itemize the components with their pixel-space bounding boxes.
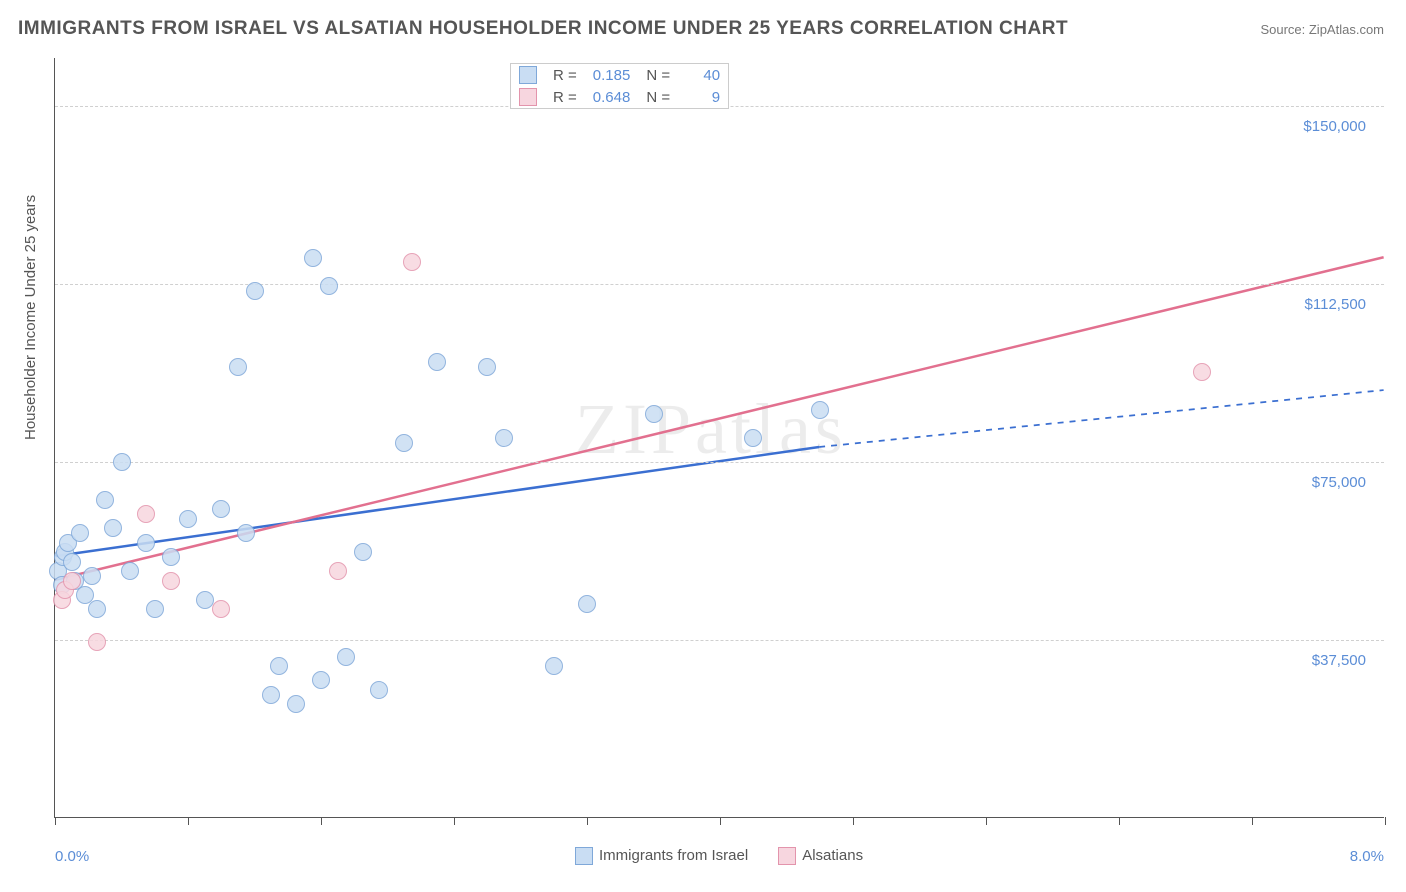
scatter-point-israel (246, 282, 264, 300)
legend-n-label: N = (638, 64, 678, 86)
scatter-point-israel (196, 591, 214, 609)
scatter-point-israel (312, 671, 330, 689)
regression-lines-layer (55, 58, 1384, 817)
scatter-point-israel (645, 405, 663, 423)
scatter-point-israel (395, 434, 413, 452)
legend-r-label: R = (545, 64, 585, 86)
legend-label-alsatians: Alsatians (802, 847, 863, 864)
legend-swatch-israel (519, 66, 537, 84)
scatter-point-israel (495, 429, 513, 447)
y-axis-label: Householder Income Under 25 years (22, 195, 39, 440)
scatter-point-israel (304, 249, 322, 267)
scatter-point-alsatians (329, 562, 347, 580)
scatter-point-israel (96, 491, 114, 509)
scatter-point-israel (88, 600, 106, 618)
x-tick (1385, 817, 1386, 825)
legend-item-israel: Immigrants from Israel (575, 847, 748, 865)
x-tick (321, 817, 322, 825)
y-tick-label: $150,000 (1303, 118, 1366, 135)
scatter-point-alsatians (162, 572, 180, 590)
legend-swatch-israel-icon (575, 847, 593, 865)
plot-area: ZIPatlas $37,500 $75,000 $112,500 $150,000 0… (54, 58, 1384, 818)
x-tick (1119, 817, 1120, 825)
scatter-point-alsatians (1193, 363, 1211, 381)
y-tick-label: $112,500 (1305, 296, 1366, 313)
x-tick (720, 817, 721, 825)
gridline (55, 640, 1384, 641)
legend-item-alsatians: Alsatians (778, 847, 863, 865)
scatter-point-israel (370, 681, 388, 699)
scatter-point-israel (320, 277, 338, 295)
scatter-point-israel (545, 657, 563, 675)
regression-extrapolation-israel (819, 390, 1384, 447)
legend-swatch-alsatians-icon (778, 847, 796, 865)
scatter-point-israel (287, 695, 305, 713)
legend-r-label: R = (545, 86, 585, 108)
scatter-point-israel (113, 453, 131, 471)
x-tick (55, 817, 56, 825)
scatter-point-israel (83, 567, 101, 585)
scatter-point-israel (337, 648, 355, 666)
scatter-point-israel (179, 510, 197, 528)
scatter-point-israel (137, 534, 155, 552)
scatter-point-israel (212, 500, 230, 518)
source-attribution: Source: ZipAtlas.com (1260, 22, 1384, 37)
chart-container: IMMIGRANTS FROM ISRAEL VS ALSATIAN HOUSE… (0, 0, 1406, 892)
scatter-point-alsatians (212, 600, 230, 618)
x-tick (986, 817, 987, 825)
legend-r-value-israel: 0.185 (585, 64, 639, 86)
watermark: ZIPatlas (575, 388, 847, 471)
x-tick (853, 817, 854, 825)
scatter-point-israel (270, 657, 288, 675)
x-axis-max-label: 8.0% (1350, 848, 1384, 865)
legend-swatch-alsatians (519, 88, 537, 106)
legend-r-value-alsatians: 0.648 (585, 86, 639, 108)
scatter-point-israel (262, 686, 280, 704)
gridline (55, 462, 1384, 463)
scatter-point-alsatians (88, 633, 106, 651)
x-axis-min-label: 0.0% (55, 848, 89, 865)
x-tick (454, 817, 455, 825)
scatter-point-israel (744, 429, 762, 447)
scatter-point-israel (478, 358, 496, 376)
x-tick (188, 817, 189, 825)
scatter-point-alsatians (63, 572, 81, 590)
legend-n-value-alsatians: 9 (678, 86, 728, 108)
stats-legend: R =0.185N =40 R =0.648N =9 (510, 63, 729, 109)
scatter-point-israel (63, 553, 81, 571)
scatter-point-israel (811, 401, 829, 419)
chart-title: IMMIGRANTS FROM ISRAEL VS ALSATIAN HOUSE… (18, 18, 1068, 40)
legend-label-israel: Immigrants from Israel (599, 847, 748, 864)
regression-line-israel (55, 447, 819, 556)
scatter-point-israel (578, 595, 596, 613)
scatter-point-israel (237, 524, 255, 542)
y-tick-label: $37,500 (1312, 652, 1366, 669)
legend-n-label: N = (638, 86, 678, 108)
scatter-point-israel (229, 358, 247, 376)
x-tick (587, 817, 588, 825)
x-tick (1252, 817, 1253, 825)
scatter-point-alsatians (137, 505, 155, 523)
scatter-point-alsatians (403, 253, 421, 271)
scatter-point-israel (354, 543, 372, 561)
scatter-point-israel (146, 600, 164, 618)
series-legend: Immigrants from Israel Alsatians (575, 847, 863, 865)
scatter-point-israel (104, 519, 122, 537)
scatter-point-israel (162, 548, 180, 566)
y-tick-label: $75,000 (1312, 474, 1366, 491)
legend-n-value-israel: 40 (678, 64, 728, 86)
scatter-point-israel (71, 524, 89, 542)
scatter-point-israel (121, 562, 139, 580)
scatter-point-israel (428, 353, 446, 371)
